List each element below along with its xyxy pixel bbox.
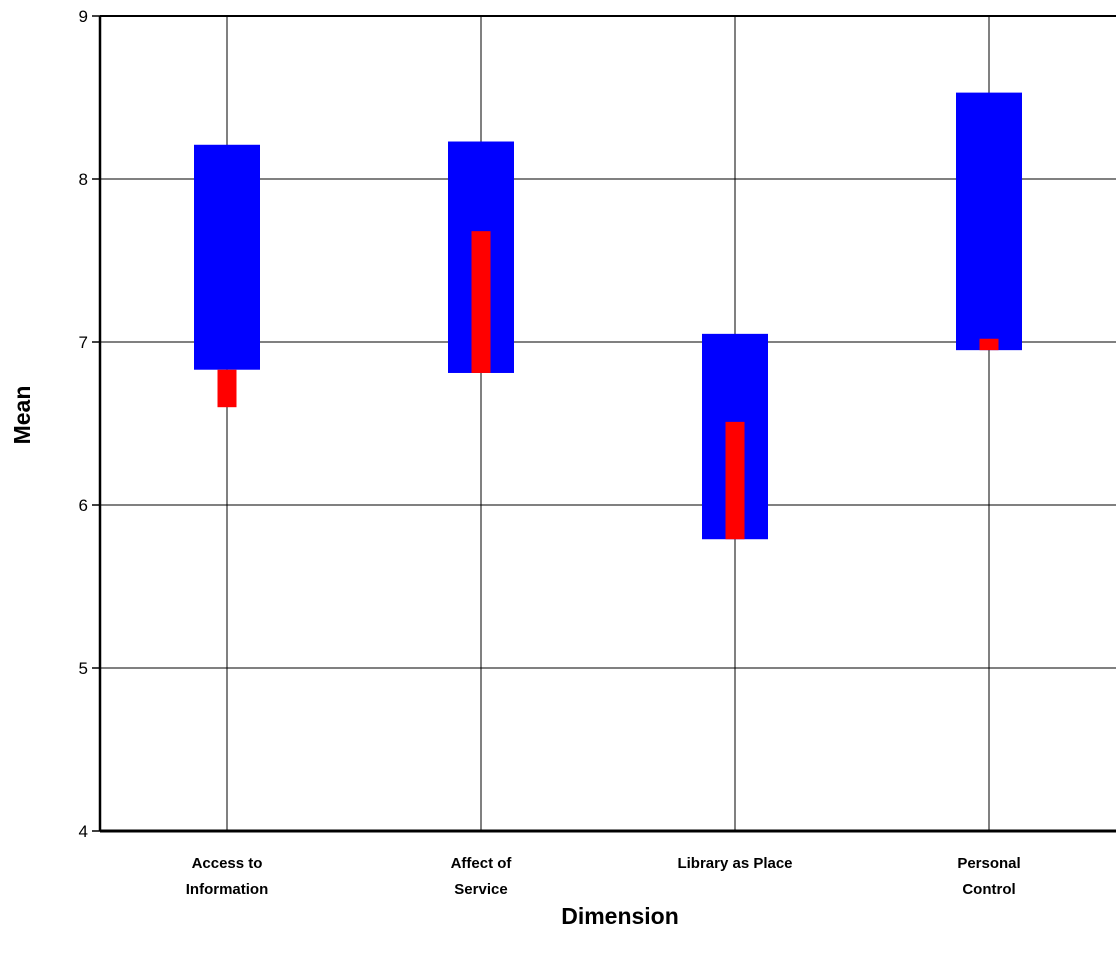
y-tick-label: 7: [79, 333, 88, 352]
x-category-label: Information: [186, 881, 269, 898]
labels: 4 5 6 7 8 9 Access to Information Affect of Servi…: [79, 7, 1021, 898]
x-category-label: Affect of: [451, 855, 513, 872]
y-tick-label: 6: [79, 496, 88, 515]
blue-range-bar: [956, 92, 1022, 351]
axes: [92, 15, 1116, 833]
x-axis-title: Dimension: [561, 903, 679, 929]
x-category-label: Library as Place: [677, 855, 792, 872]
red-range-bar: [471, 231, 491, 373]
red-range-bar: [217, 369, 237, 408]
blue-range-bar: [194, 144, 260, 370]
y-tick-label: 4: [79, 822, 88, 841]
x-category-label: Personal: [957, 855, 1020, 872]
red-range-bar: [725, 421, 745, 540]
y-tick-label: 9: [79, 7, 88, 26]
x-category-label: Access to: [192, 855, 263, 872]
range-bars: [194, 92, 1022, 540]
y-axis-title: Mean: [9, 386, 35, 445]
y-tick-label: 5: [79, 659, 88, 678]
x-category-label: Service: [454, 881, 507, 898]
y-tick-label: 8: [79, 170, 88, 189]
red-range-bar: [979, 338, 999, 351]
x-category-label: Control: [962, 881, 1015, 898]
